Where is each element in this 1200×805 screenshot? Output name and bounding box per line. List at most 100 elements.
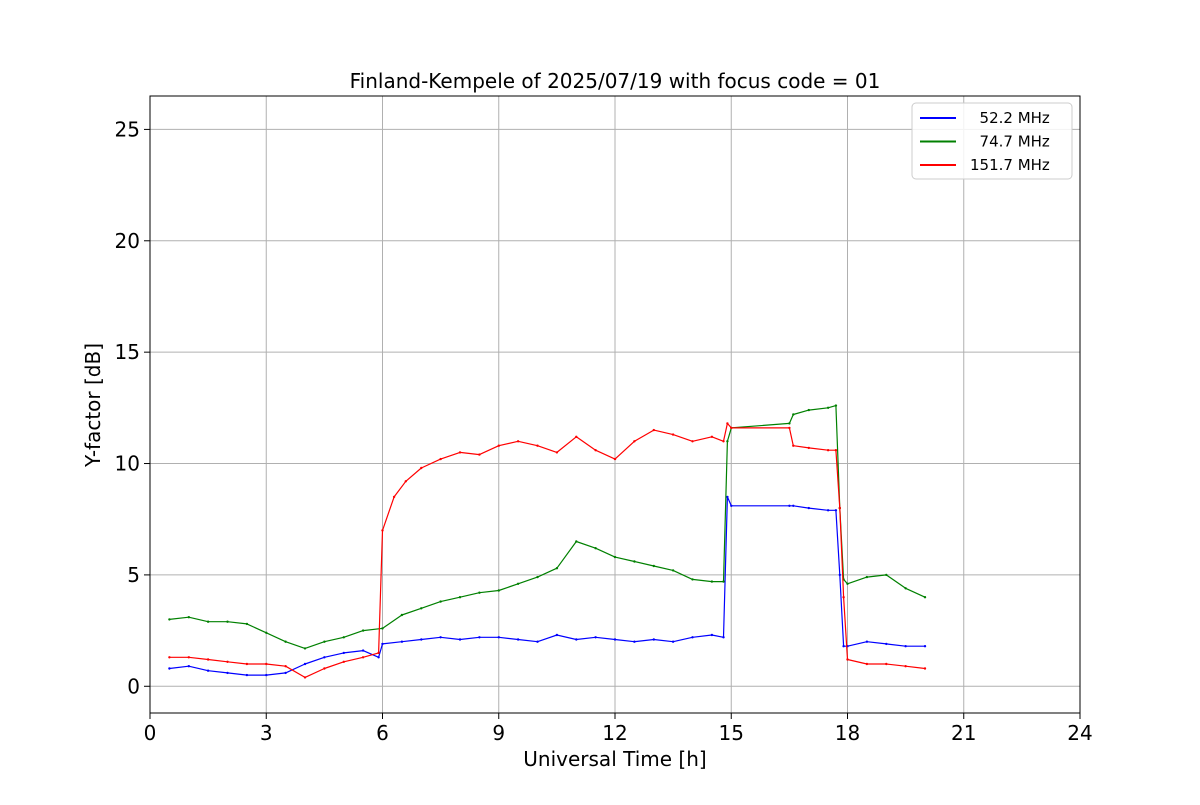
data-point — [555, 633, 559, 637]
data-point — [613, 638, 617, 641]
data-point — [168, 618, 171, 621]
data-point — [497, 444, 500, 447]
data-point — [226, 671, 229, 675]
data-point — [284, 671, 287, 675]
data-point — [478, 591, 481, 594]
x-tick-label: 0 — [144, 721, 157, 745]
y-tick-label: 0 — [127, 674, 140, 698]
data-point — [842, 645, 845, 648]
data-point — [284, 640, 287, 643]
data-point — [206, 658, 210, 661]
data-point — [865, 662, 869, 666]
data-point — [265, 631, 268, 634]
data-point — [458, 638, 462, 641]
data-point — [245, 662, 249, 666]
data-point — [323, 656, 326, 659]
data-point — [834, 449, 838, 452]
data-point — [303, 676, 307, 679]
data-point — [792, 413, 795, 416]
data-point — [865, 640, 869, 643]
data-point — [206, 620, 210, 623]
x-tick-label: 6 — [376, 721, 389, 745]
data-point — [361, 629, 365, 632]
data-point — [323, 667, 326, 670]
data-point — [807, 408, 810, 412]
data-point — [323, 640, 326, 643]
data-point — [788, 422, 791, 425]
data-point — [730, 504, 733, 507]
data-point — [691, 440, 694, 443]
data-point — [726, 440, 729, 443]
data-point — [633, 560, 636, 563]
data-point — [187, 616, 190, 619]
data-point — [826, 509, 830, 512]
legend-label: 74.7 MHz — [970, 133, 1050, 151]
data-point — [439, 600, 442, 603]
data-point — [846, 582, 849, 585]
data-point — [516, 638, 520, 641]
data-point — [226, 620, 229, 623]
data-point — [923, 645, 927, 648]
data-point — [245, 673, 249, 677]
data-point — [652, 638, 655, 641]
data-point — [594, 547, 597, 550]
data-point — [792, 504, 795, 507]
data-point — [265, 673, 268, 677]
data-point — [187, 665, 190, 668]
legend: 52.2 MHz 74.7 MHz 151.7 MHz — [911, 102, 1073, 180]
data-point — [226, 660, 229, 663]
data-point — [726, 422, 729, 425]
data-point — [404, 480, 407, 483]
data-point — [652, 428, 655, 432]
series-line-1 — [169, 405, 926, 649]
series-layer — [168, 404, 927, 679]
x-tick-label: 3 — [260, 721, 273, 745]
data-point — [710, 633, 714, 637]
data-point — [478, 453, 481, 456]
data-point — [834, 509, 838, 512]
data-point — [245, 622, 249, 626]
data-point — [381, 529, 384, 532]
y-tick-label: 25 — [115, 117, 140, 141]
data-point — [691, 636, 694, 639]
data-point — [846, 658, 849, 661]
data-point — [458, 596, 462, 599]
data-point — [730, 426, 733, 430]
data-point — [904, 665, 907, 668]
data-point — [594, 449, 597, 452]
x-tick-label: 24 — [1067, 721, 1092, 745]
x-tick-label: 12 — [602, 721, 627, 745]
data-point — [807, 446, 810, 450]
data-point — [516, 582, 520, 585]
data-point — [838, 573, 841, 577]
data-point — [478, 636, 481, 639]
data-point — [497, 636, 500, 639]
data-point — [594, 636, 597, 639]
data-point — [187, 656, 190, 659]
data-point — [652, 564, 655, 568]
data-point — [361, 649, 365, 652]
data-point — [633, 640, 636, 643]
data-point — [575, 435, 578, 438]
data-point — [555, 451, 559, 454]
data-point — [923, 667, 927, 670]
data-point — [381, 642, 384, 646]
data-point — [342, 660, 345, 663]
data-point — [420, 607, 423, 610]
data-point — [420, 466, 423, 470]
data-point — [904, 587, 907, 590]
data-point — [885, 662, 888, 666]
data-point — [303, 647, 307, 650]
data-point — [439, 636, 442, 639]
data-point — [458, 451, 462, 454]
data-point — [834, 404, 838, 407]
data-point — [555, 567, 559, 570]
data-point — [826, 449, 830, 452]
data-point — [885, 642, 888, 646]
data-point — [923, 596, 927, 599]
data-point — [342, 651, 345, 655]
data-point — [303, 662, 307, 666]
data-point — [788, 504, 791, 507]
series-line-2 — [169, 422, 926, 678]
